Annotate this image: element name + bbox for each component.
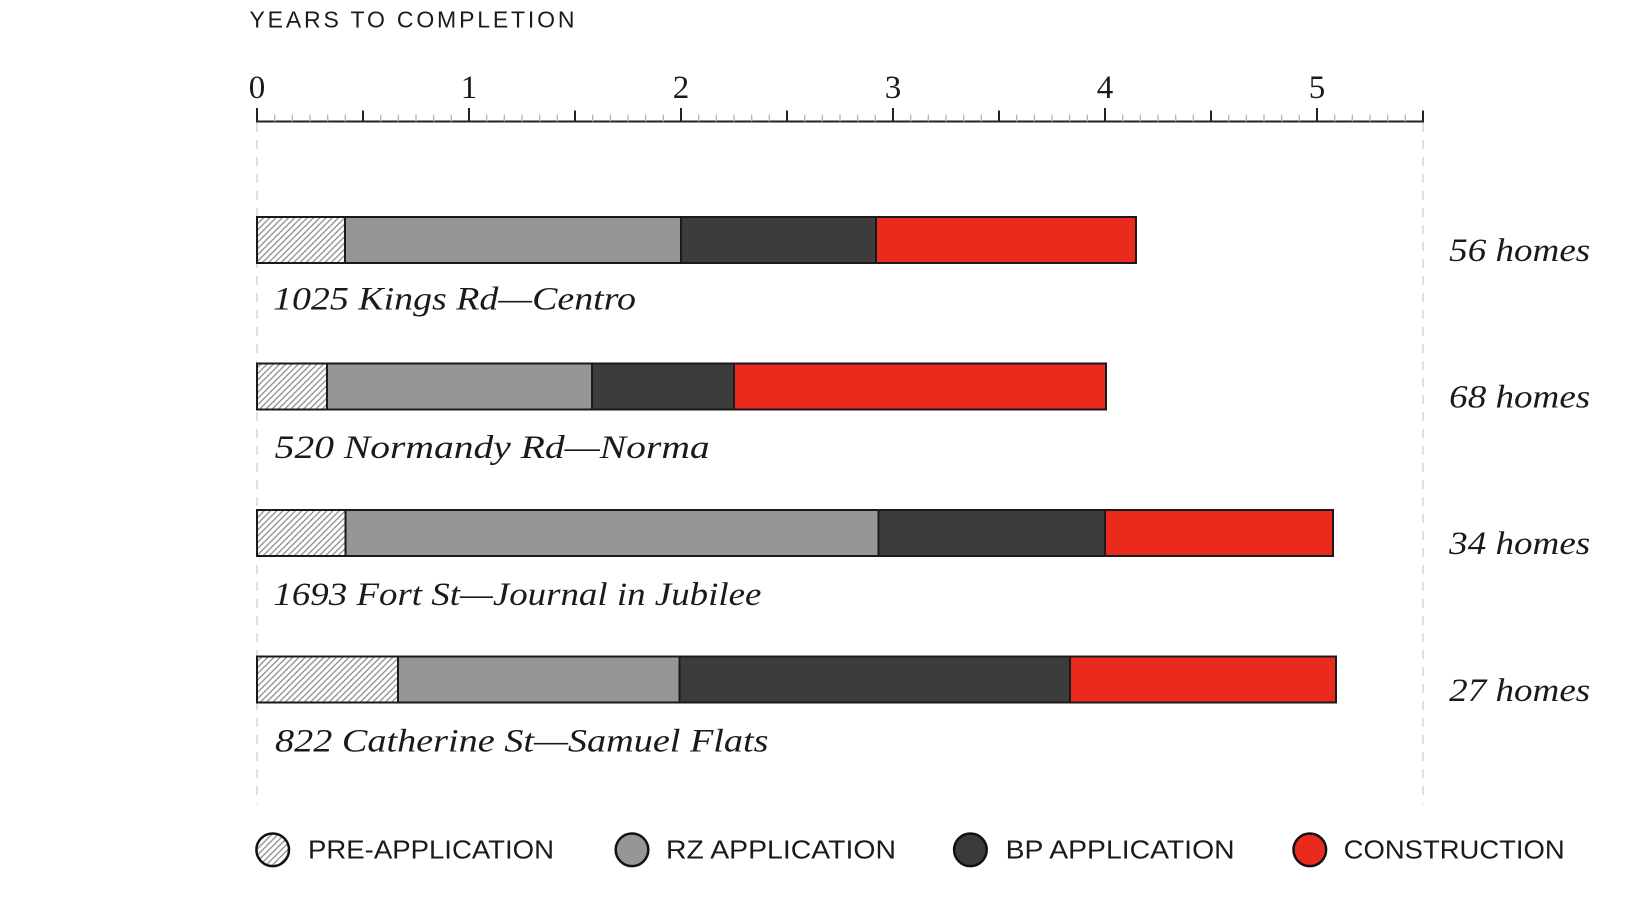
svg-text:0: 0 [249, 70, 266, 106]
svg-text:PRE-APPLICATION: PRE-APPLICATION [308, 837, 554, 865]
svg-text:56 homes: 56 homes [1449, 233, 1590, 269]
svg-text:1025 Kings Rd—Centro: 1025 Kings Rd—Centro [273, 282, 636, 318]
svg-text:27 homes: 27 homes [1449, 673, 1590, 709]
svg-text:34 homes: 34 homes [1448, 526, 1590, 562]
svg-text:BP APPLICATION: BP APPLICATION [1006, 837, 1235, 865]
svg-text:5: 5 [1309, 70, 1326, 106]
svg-text:YEARS TO COMPLETION: YEARS TO COMPLETION [250, 7, 575, 33]
svg-text:RZ APPLICATION: RZ APPLICATION [666, 837, 896, 865]
svg-text:2: 2 [673, 70, 690, 106]
svg-text:520 Normandy Rd—Norma: 520 Normandy Rd—Norma [275, 430, 710, 466]
svg-text:68 homes: 68 homes [1449, 380, 1590, 416]
svg-text:1693 Fort St—Journal in Jubile: 1693 Fort St—Journal in Jubilee [273, 577, 761, 613]
svg-text:4: 4 [1097, 70, 1114, 106]
svg-text:3: 3 [885, 70, 902, 106]
svg-text:1: 1 [461, 70, 478, 106]
svg-text:CONSTRUCTION: CONSTRUCTION [1344, 837, 1565, 865]
svg-text:822 Catherine St—Samuel Flats: 822 Catherine St—Samuel Flats [275, 724, 769, 760]
